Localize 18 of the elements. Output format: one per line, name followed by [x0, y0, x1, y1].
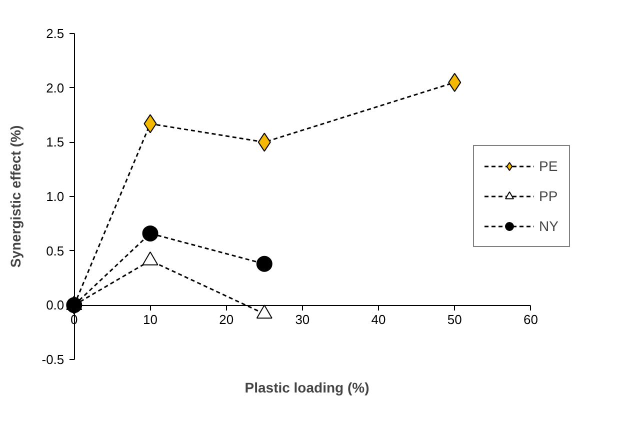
x-tick-label: 60 — [523, 312, 538, 328]
legend-label: PP — [539, 188, 559, 204]
y-tick-label: 1.5 — [46, 134, 64, 150]
legend-label: NY — [539, 218, 559, 234]
y-tick-label: 0.0 — [46, 298, 64, 313]
x-tick-label: 30 — [295, 312, 310, 328]
legend-label: PE — [539, 158, 559, 174]
x-tick-label: 40 — [371, 312, 386, 328]
y-axis-title: Synergistic effect (%) — [8, 125, 24, 268]
y-tick-label: 1.0 — [46, 189, 64, 204]
y-tick-label: 0.5 — [46, 243, 64, 258]
x-axis-title: Plastic loading (%) — [244, 380, 370, 396]
y-tick-label: 2.0 — [46, 80, 64, 96]
x-tick-label: 10 — [143, 312, 158, 328]
x-tick-label: 20 — [219, 312, 234, 328]
y-tick-label: 2.5 — [46, 26, 64, 42]
y-tick-label: -0.5 — [42, 352, 64, 367]
x-tick-label: 50 — [447, 312, 462, 328]
